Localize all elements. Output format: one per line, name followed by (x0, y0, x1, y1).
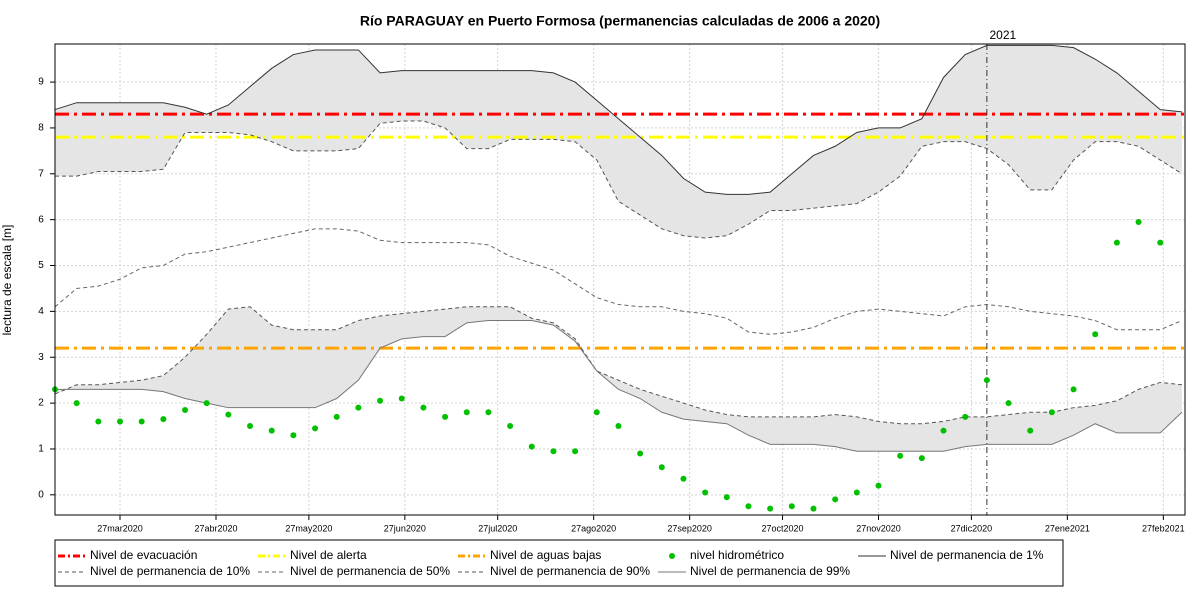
band (55, 306, 1182, 452)
data-point (95, 418, 102, 425)
data-point (312, 425, 319, 432)
data-point (875, 482, 882, 489)
legend-label: Nivel de aguas bajas (490, 548, 601, 562)
x-tick-label: 27ene2021 (1045, 523, 1090, 533)
legend-label: Nivel de permanencia de 1% (890, 548, 1044, 562)
series-line (54, 306, 1182, 425)
y-tick-label: 0 (38, 489, 44, 500)
data-point (398, 395, 405, 402)
data-point (377, 397, 384, 404)
data-point (1070, 386, 1077, 393)
legend-label: Nivel de permanencia de 90% (490, 564, 650, 578)
data-point (1135, 218, 1142, 225)
data-point (160, 416, 167, 423)
x-tick-label: 27jul2020 (478, 523, 517, 533)
data-point (247, 423, 254, 430)
series-line (54, 228, 1183, 335)
data-point (983, 377, 990, 384)
legend-label: Nivel de alerta (290, 548, 367, 562)
data-point (572, 448, 579, 455)
data-point (138, 418, 145, 425)
chart-title: Río PARAGUAY en Puerto Formosa (permanen… (360, 13, 880, 29)
data-point (1005, 400, 1012, 407)
data-point (593, 409, 600, 416)
data-point (225, 411, 232, 418)
data-point (290, 432, 297, 439)
data-point (333, 413, 340, 420)
legend-box (54, 539, 1064, 587)
band (55, 45, 1182, 238)
x-tick-label: 27nov2020 (856, 523, 901, 533)
y-tick-label: 5 (38, 260, 44, 271)
data-point (463, 409, 470, 416)
legend-label: nivel hidrométrico (690, 548, 784, 562)
data-point (420, 404, 427, 411)
year-label: 2021 (990, 28, 1017, 42)
data-point (73, 400, 80, 407)
series-line (55, 320, 1183, 452)
y-tick-label: 3 (38, 352, 44, 363)
x-tick-label: 27feb2021 (1142, 523, 1185, 533)
series-line (54, 44, 1182, 195)
data-point (962, 413, 969, 420)
x-tick-label: 27ago2020 (571, 523, 616, 533)
data-point (268, 427, 275, 434)
x-tick-label: 27sep2020 (667, 523, 712, 533)
x-tick-label: 27abr2020 (194, 523, 237, 533)
data-point (940, 427, 947, 434)
data-point (637, 450, 644, 457)
y-tick-label: 4 (38, 306, 44, 317)
y-tick-label: 2 (38, 398, 44, 409)
data-point (550, 448, 557, 455)
data-point (355, 404, 362, 411)
data-point (1027, 427, 1034, 434)
data-point (832, 496, 839, 503)
y-axis-label: lectura de escala [m] (0, 225, 14, 336)
data-point (203, 400, 210, 407)
legend-label: Nivel de evacuación (90, 548, 197, 562)
y-tick-label: 7 (38, 168, 44, 179)
x-tick-label: 27oct2020 (762, 523, 804, 533)
data-point (918, 455, 925, 462)
data-point (182, 406, 189, 413)
data-point (117, 418, 124, 425)
data-point (1092, 331, 1099, 338)
data-point (485, 409, 492, 416)
legend-label: Nivel de permanencia de 10% (90, 564, 250, 578)
x-tick-label: 27mar2020 (97, 523, 143, 533)
legend-marker (669, 553, 675, 559)
data-point (1157, 239, 1164, 246)
data-point (1048, 409, 1055, 416)
y-tick-label: 1 (38, 444, 44, 455)
y-tick-label: 9 (38, 77, 44, 88)
x-tick-label: 27jun2020 (384, 523, 426, 533)
data-point (788, 503, 795, 510)
data-point (1113, 239, 1120, 246)
data-point (658, 464, 665, 471)
plot-frame (54, 43, 1186, 516)
data-point (702, 489, 709, 496)
data-point (853, 489, 860, 496)
x-tick-label: 27dic2020 (951, 523, 993, 533)
x-tick-label: 27may2020 (285, 523, 332, 533)
data-point (767, 505, 774, 512)
data-point (745, 503, 752, 510)
data-point (528, 443, 535, 450)
data-point (897, 452, 904, 459)
y-tick-label: 6 (38, 214, 44, 225)
data-point (507, 423, 514, 430)
data-point (810, 505, 817, 512)
data-point (442, 413, 449, 420)
data-point (680, 475, 687, 482)
data-point (615, 423, 622, 430)
y-tick-label: 8 (38, 123, 44, 134)
legend-label: Nivel de permanencia de 99% (690, 564, 850, 578)
legend-label: Nivel de permanencia de 50% (290, 564, 450, 578)
data-point (723, 494, 730, 501)
